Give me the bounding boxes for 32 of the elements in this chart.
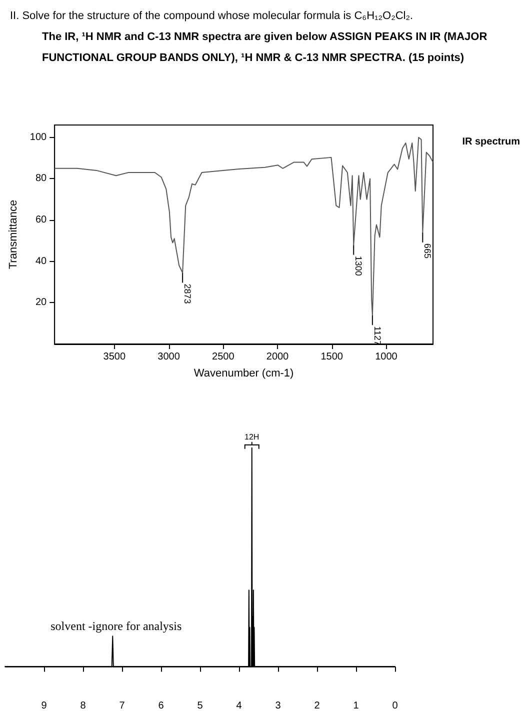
y-tick-label: 100 <box>30 132 48 143</box>
x-tick-label: 4 <box>236 700 242 711</box>
x-tick-label: 3 <box>275 700 282 711</box>
chart-subtitle: The IR, ¹H NMR and C-13 NMR spectra are given below ASSIGN PEAKS IN IR (MAJOR FUNCTIONAL GROUP BANDS ONLY), ¹H NMR & C-13 NMR SPECTRA. (15 points) <box>41 30 488 66</box>
x-tick-label: 1000 <box>375 352 398 362</box>
y-tick-label: 80 <box>35 173 48 184</box>
y-tick-label: 40 <box>35 256 48 267</box>
annotation: 2873 <box>182 284 193 304</box>
chart-title: II. Solve for the structure of the compound whose molecular formula is C₆H₁₂O₂Cl₂. <box>10 9 414 24</box>
x-tick-label: 8 <box>80 700 86 711</box>
x-tick-label: 5 <box>197 700 204 711</box>
annotation: 1300 <box>354 256 364 276</box>
y-axis-title: Transmittance <box>8 200 20 270</box>
x-tick-label: 9 <box>41 700 48 711</box>
x-tick-label: 2000 <box>266 352 290 362</box>
x-tick-label: 1 <box>353 700 360 711</box>
x-tick-label: 3500 <box>103 352 126 362</box>
annotation: solvent -ignore for analysis <box>50 619 182 634</box>
y-tick-label: 20 <box>35 297 48 308</box>
x-tick-label: 7 <box>119 700 126 711</box>
x-tick-label: 6 <box>158 700 164 711</box>
line-series <box>54 136 434 316</box>
y-tick-label: 60 <box>35 214 48 226</box>
text: IR spectrum <box>462 136 520 148</box>
x-tick-label: 2500 <box>212 352 235 362</box>
annotation: 665 <box>422 243 433 258</box>
x-tick-label: 3000 <box>158 352 180 362</box>
x-tick-label: 2 <box>314 700 320 711</box>
x-tick-label: 0 <box>392 700 398 711</box>
x-tick-label: 1500 <box>320 352 344 362</box>
x-axis-title: Wavenumber (cm-1) <box>194 368 294 380</box>
annotation: 12H <box>244 432 260 442</box>
